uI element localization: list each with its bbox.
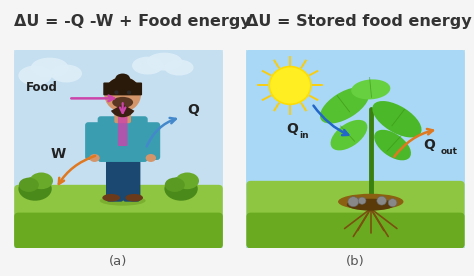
Text: W: W <box>50 147 65 161</box>
Ellipse shape <box>19 178 39 192</box>
FancyBboxPatch shape <box>6 42 231 256</box>
Text: Food: Food <box>26 81 57 94</box>
Ellipse shape <box>115 73 130 83</box>
FancyBboxPatch shape <box>14 50 223 197</box>
Ellipse shape <box>100 196 146 206</box>
Circle shape <box>348 197 359 207</box>
Text: out: out <box>441 147 458 156</box>
FancyBboxPatch shape <box>123 152 140 202</box>
FancyBboxPatch shape <box>14 185 223 248</box>
Ellipse shape <box>374 130 411 160</box>
FancyBboxPatch shape <box>246 181 465 248</box>
Ellipse shape <box>18 177 52 201</box>
FancyBboxPatch shape <box>246 213 465 248</box>
FancyBboxPatch shape <box>238 42 473 256</box>
FancyBboxPatch shape <box>103 83 142 95</box>
Ellipse shape <box>176 172 199 189</box>
Circle shape <box>358 197 366 204</box>
Text: Q: Q <box>424 138 436 152</box>
Ellipse shape <box>372 101 421 137</box>
Circle shape <box>377 196 386 205</box>
Ellipse shape <box>125 194 143 201</box>
Ellipse shape <box>330 120 367 150</box>
Ellipse shape <box>30 172 53 189</box>
Ellipse shape <box>51 65 82 83</box>
Ellipse shape <box>164 177 198 201</box>
Text: Q: Q <box>187 103 199 117</box>
Text: in: in <box>300 131 309 140</box>
FancyBboxPatch shape <box>140 122 160 160</box>
FancyBboxPatch shape <box>85 122 105 160</box>
FancyBboxPatch shape <box>118 116 128 146</box>
Ellipse shape <box>320 87 369 124</box>
Text: ΔU = Stored food energy: ΔU = Stored food energy <box>246 14 472 29</box>
FancyBboxPatch shape <box>114 107 131 123</box>
Ellipse shape <box>112 97 133 108</box>
FancyBboxPatch shape <box>14 213 223 248</box>
Circle shape <box>388 199 397 207</box>
Ellipse shape <box>338 194 403 210</box>
Text: ΔU = -Q -W + Food energy: ΔU = -Q -W + Food energy <box>14 14 251 29</box>
FancyBboxPatch shape <box>246 50 465 197</box>
Ellipse shape <box>102 194 120 201</box>
Ellipse shape <box>89 154 100 162</box>
Ellipse shape <box>347 199 395 211</box>
Wedge shape <box>105 77 140 94</box>
Wedge shape <box>111 104 135 117</box>
Ellipse shape <box>351 79 390 99</box>
Circle shape <box>269 67 311 104</box>
Ellipse shape <box>132 57 164 75</box>
Circle shape <box>127 91 131 94</box>
Text: Q: Q <box>286 122 298 136</box>
FancyBboxPatch shape <box>98 116 148 162</box>
Ellipse shape <box>18 66 52 86</box>
Circle shape <box>104 77 141 112</box>
Text: (a): (a) <box>109 255 128 268</box>
FancyBboxPatch shape <box>106 152 124 202</box>
Bar <box>18 54 219 193</box>
Ellipse shape <box>146 53 182 71</box>
Ellipse shape <box>146 154 156 162</box>
Ellipse shape <box>31 58 68 78</box>
Text: (b): (b) <box>346 255 365 268</box>
Ellipse shape <box>165 178 185 192</box>
Circle shape <box>114 91 118 94</box>
Ellipse shape <box>164 60 193 76</box>
